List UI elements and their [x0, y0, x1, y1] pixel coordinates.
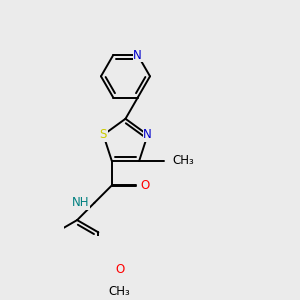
Text: NH: NH	[72, 196, 90, 209]
Text: O: O	[115, 262, 124, 276]
Text: N: N	[134, 49, 142, 62]
Text: O: O	[140, 179, 149, 192]
Text: S: S	[100, 128, 107, 141]
Text: N: N	[143, 128, 152, 141]
Text: CH₃: CH₃	[109, 285, 130, 298]
Text: CH₃: CH₃	[172, 154, 194, 167]
